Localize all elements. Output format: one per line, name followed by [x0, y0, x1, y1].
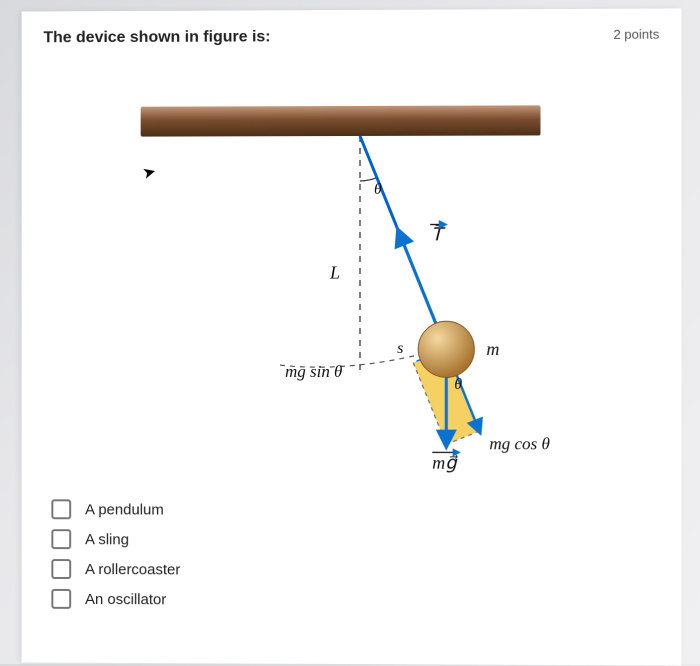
checkbox-icon[interactable]	[51, 589, 71, 609]
option-sling[interactable]: A sling	[51, 529, 659, 551]
svg-text:θ: θ	[454, 376, 462, 393]
svg-text:s: s	[397, 340, 403, 357]
svg-text:mg cos θ: mg cos θ	[489, 434, 550, 453]
header-row: The device shown in figure is: 2 points	[43, 27, 659, 48]
checkbox-icon[interactable]	[51, 499, 71, 519]
svg-text:T⃗: T⃗	[431, 223, 446, 244]
option-oscillator[interactable]: An oscillator	[51, 589, 659, 611]
svg-text:θ: θ	[374, 181, 382, 198]
figure-svg: θ L T⃗ s m θ mg⃗ mg cos θ mg sin θ	[141, 55, 561, 486]
option-label: A pendulum	[85, 501, 164, 518]
svg-text:L: L	[329, 263, 340, 283]
question-text: The device shown in figure is:	[43, 28, 270, 47]
question-card: The device shown in figure is: 2 points …	[22, 8, 682, 665]
svg-text:m: m	[486, 339, 499, 359]
option-label: An oscillator	[85, 591, 166, 608]
pendulum-figure: ➤ θLT⃗smθmg⃗mg cos θmg sin θ	[141, 55, 561, 486]
checkbox-icon[interactable]	[51, 529, 71, 549]
checkbox-icon[interactable]	[51, 559, 71, 579]
points-label: 2 points	[613, 27, 659, 42]
answer-options: A pendulum A sling A rollercoaster An os…	[51, 499, 659, 611]
option-rollercoaster[interactable]: A rollercoaster	[51, 559, 659, 581]
option-label: A rollercoaster	[85, 561, 180, 578]
option-label: A sling	[85, 531, 129, 548]
svg-text:mg⃗: mg⃗	[432, 452, 458, 472]
option-pendulum[interactable]: A pendulum	[51, 499, 659, 521]
svg-text:mg sin θ: mg sin θ	[285, 362, 342, 381]
